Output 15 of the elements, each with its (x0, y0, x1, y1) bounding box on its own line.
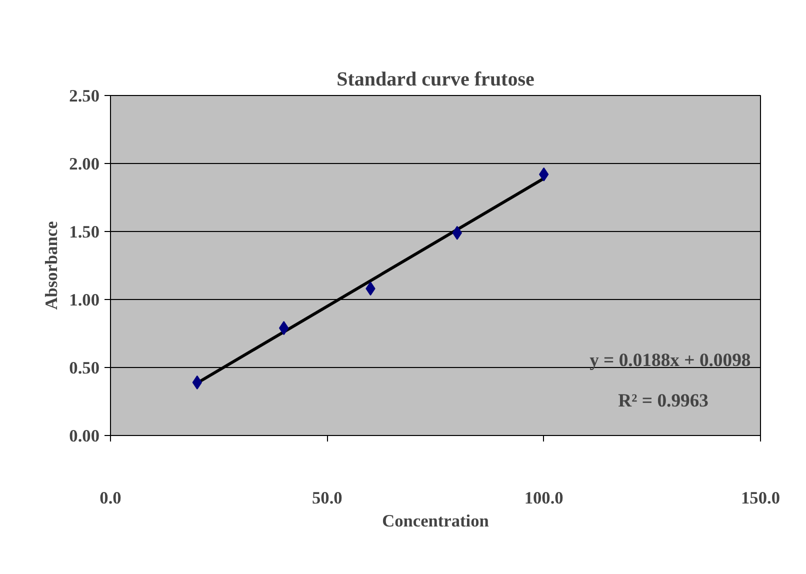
x-tick-label: 0.0 (100, 488, 122, 508)
y-tick-label: 2.50 (69, 86, 100, 106)
annotation: R² = 0.9963 (618, 390, 709, 412)
x-tick-label: 50.0 (312, 488, 342, 508)
y-tick-label: 1.00 (69, 290, 100, 310)
y-tick-label: 0.00 (69, 426, 100, 446)
y-tick-label: 2.00 (69, 154, 100, 174)
x-tick-label: 100.0 (524, 488, 564, 508)
y-tick-label: 1.50 (69, 222, 100, 242)
x-axis-title: Concentration (382, 512, 490, 530)
chart-title: Standard curve frutose (336, 68, 535, 90)
annotation: y = 0.0188x + 0.0098 (590, 350, 751, 371)
y-axis-title: Absorbance (42, 220, 62, 310)
x-tick-label: 150.0 (741, 488, 780, 508)
y-tick-label: 0.50 (69, 358, 100, 378)
